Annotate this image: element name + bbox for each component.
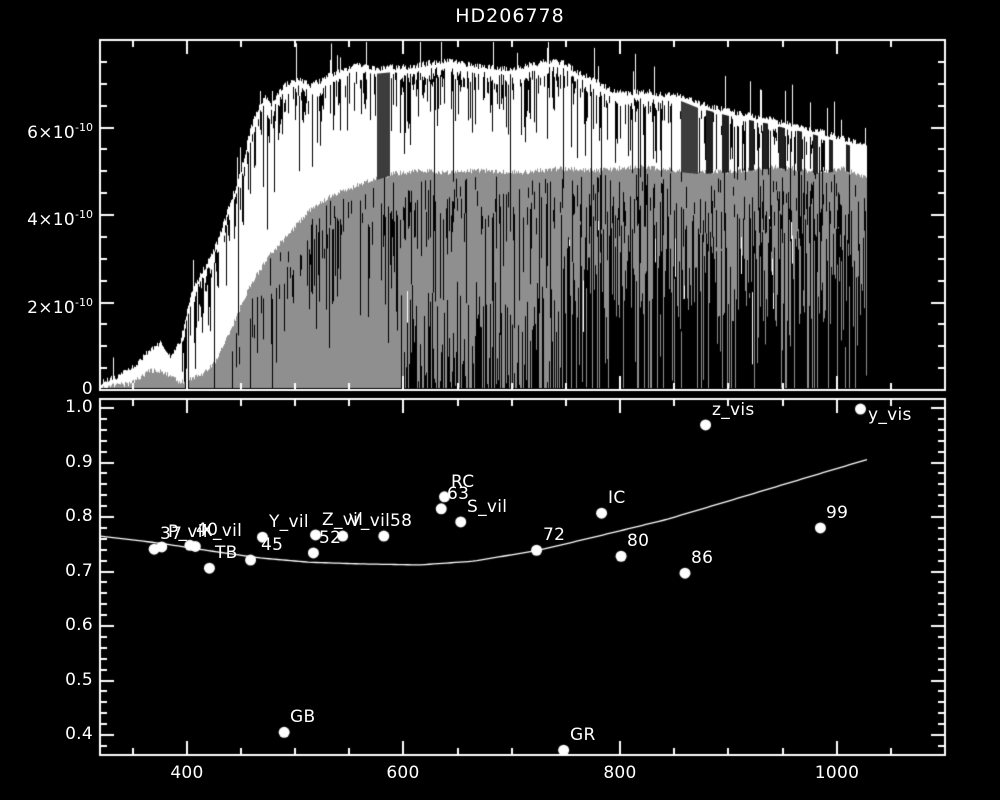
plot-title: HD206778 [455,5,565,27]
